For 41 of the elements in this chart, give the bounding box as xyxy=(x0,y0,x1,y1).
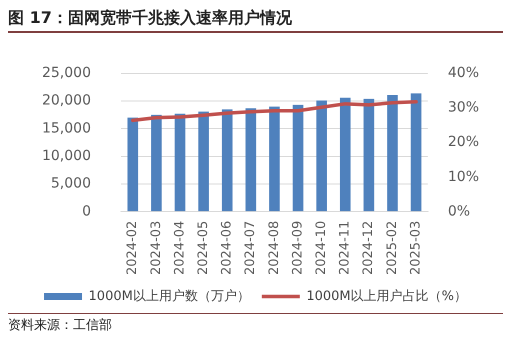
y-tick-label: 20,000 xyxy=(42,92,91,109)
y-tick-label: 10,000 xyxy=(42,148,91,164)
x-tick-label: 2024-08 xyxy=(266,220,282,276)
bar xyxy=(151,114,162,212)
x-tick-label: 2024-02 xyxy=(125,220,140,276)
y-tick-label: 5,000 xyxy=(50,176,91,192)
y2-tick-label: 10% xyxy=(448,168,480,185)
bar xyxy=(174,114,186,212)
x-tick-label: 2024-04 xyxy=(172,220,188,276)
x-tick-label: 2024-06 xyxy=(220,220,235,276)
y2-tick-label: 0% xyxy=(448,203,470,220)
x-tick-label: 2024-10 xyxy=(314,220,330,276)
bar xyxy=(340,98,351,212)
y-tick-label: 0 xyxy=(82,203,91,220)
x-tick-label: 2024-05 xyxy=(196,220,211,276)
y-tick-label: 15,000 xyxy=(42,120,91,136)
bar xyxy=(198,112,209,212)
x-tick-label: 2024-03 xyxy=(148,220,164,276)
bar xyxy=(316,100,327,212)
x-tick-label: 2024-12 xyxy=(361,220,376,276)
bar xyxy=(127,118,138,212)
bar xyxy=(269,106,280,212)
y-tick-label: 25,000 xyxy=(42,65,91,82)
x-tick-label: 2025-03 xyxy=(408,220,424,276)
bar xyxy=(292,104,304,212)
bar xyxy=(246,108,256,212)
y2-tick-label: 20% xyxy=(448,134,480,150)
chart-title: 图 17：固网宽带千兆接入速率用户情况 xyxy=(8,8,503,33)
bar xyxy=(410,93,422,212)
x-tick-label: 2024-07 xyxy=(243,220,258,276)
text: 资料来源：工信部 xyxy=(8,313,503,334)
bar xyxy=(387,94,398,212)
legend-label: 1000M以上用户数（万户） xyxy=(88,288,250,304)
y2-tick-label: 40% xyxy=(448,65,480,82)
bar xyxy=(364,98,374,212)
x-tick-label: 2024-11 xyxy=(338,220,353,276)
x-tick-label: 2025-02 xyxy=(384,220,400,276)
y2-tick-label: 30% xyxy=(448,100,480,116)
x-tick-label: 2024-09 xyxy=(290,220,306,276)
legend-label: 1000M以上用户占比（%） xyxy=(306,288,467,304)
bar xyxy=(222,109,233,212)
